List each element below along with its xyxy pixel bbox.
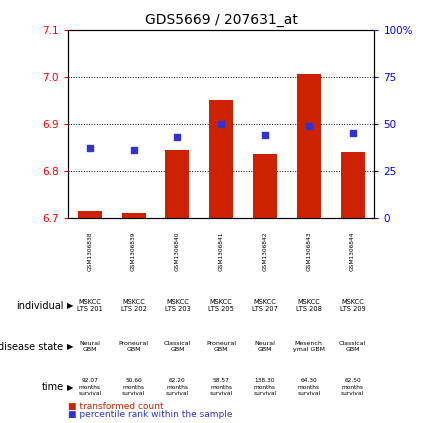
Text: ▶: ▶ (67, 382, 73, 392)
Text: Proneural
GBM: Proneural GBM (119, 341, 148, 352)
Bar (78, 211, 102, 218)
Bar (253, 154, 277, 218)
Text: time: time (41, 382, 64, 392)
Text: 50.60
months
survival: 50.60 months survival (122, 378, 145, 396)
Text: 64.30
months
survival: 64.30 months survival (297, 378, 320, 396)
Text: ■ percentile rank within the sample: ■ percentile rank within the sample (68, 410, 233, 419)
Point (130, 147, 137, 154)
Text: GSM1306838: GSM1306838 (87, 232, 92, 272)
Text: GSM1306840: GSM1306840 (175, 232, 180, 272)
Text: 92.07
months
survival: 92.07 months survival (78, 378, 101, 396)
Text: MSKCC
LTS 207: MSKCC LTS 207 (252, 299, 278, 312)
Text: MSKCC
LTS 208: MSKCC LTS 208 (296, 299, 322, 312)
Text: MSKCC
LTS 209: MSKCC LTS 209 (340, 299, 365, 312)
Text: Classical
GBM: Classical GBM (164, 341, 191, 352)
Text: Mesench
ymal GBM: Mesench ymal GBM (293, 341, 325, 352)
Text: GSM1306842: GSM1306842 (262, 232, 268, 272)
Text: MSKCC
LTS 202: MSKCC LTS 202 (120, 299, 147, 312)
Text: GSM1306843: GSM1306843 (306, 232, 311, 272)
Text: ▶: ▶ (67, 342, 73, 352)
Point (86, 145, 93, 151)
Text: ▶: ▶ (67, 301, 73, 310)
Point (261, 132, 268, 138)
Bar (166, 150, 190, 218)
Text: MSKCC
LTS 205: MSKCC LTS 205 (208, 299, 234, 312)
Text: individual: individual (16, 301, 64, 310)
Text: disease state: disease state (0, 342, 64, 352)
Text: 138.30
months
survival: 138.30 months survival (254, 378, 276, 396)
Text: GSM1306844: GSM1306844 (350, 232, 355, 272)
Text: 62.50
months
survival: 62.50 months survival (341, 378, 364, 396)
Text: MSKCC
LTS 203: MSKCC LTS 203 (165, 299, 190, 312)
Point (349, 130, 356, 137)
Text: MSKCC
LTS 201: MSKCC LTS 201 (77, 299, 102, 312)
Bar (122, 213, 145, 218)
Point (218, 120, 225, 127)
Bar (209, 100, 233, 218)
Text: 62.20
months
survival: 62.20 months survival (166, 378, 189, 396)
Point (174, 134, 181, 140)
Text: GSM1306839: GSM1306839 (131, 232, 136, 272)
Text: Neural
GBM: Neural GBM (79, 341, 100, 352)
Text: Proneural
GBM: Proneural GBM (206, 341, 236, 352)
Bar (341, 152, 364, 218)
Text: Neural
GBM: Neural GBM (254, 341, 276, 352)
Title: GDS5669 / 207631_at: GDS5669 / 207631_at (145, 13, 298, 27)
Bar (297, 74, 321, 218)
Point (305, 122, 312, 129)
Text: 58.57
months
survival: 58.57 months survival (210, 378, 233, 396)
Text: ■ transformed count: ■ transformed count (68, 401, 163, 411)
Text: Classical
GBM: Classical GBM (339, 341, 366, 352)
Text: GSM1306841: GSM1306841 (219, 232, 224, 272)
